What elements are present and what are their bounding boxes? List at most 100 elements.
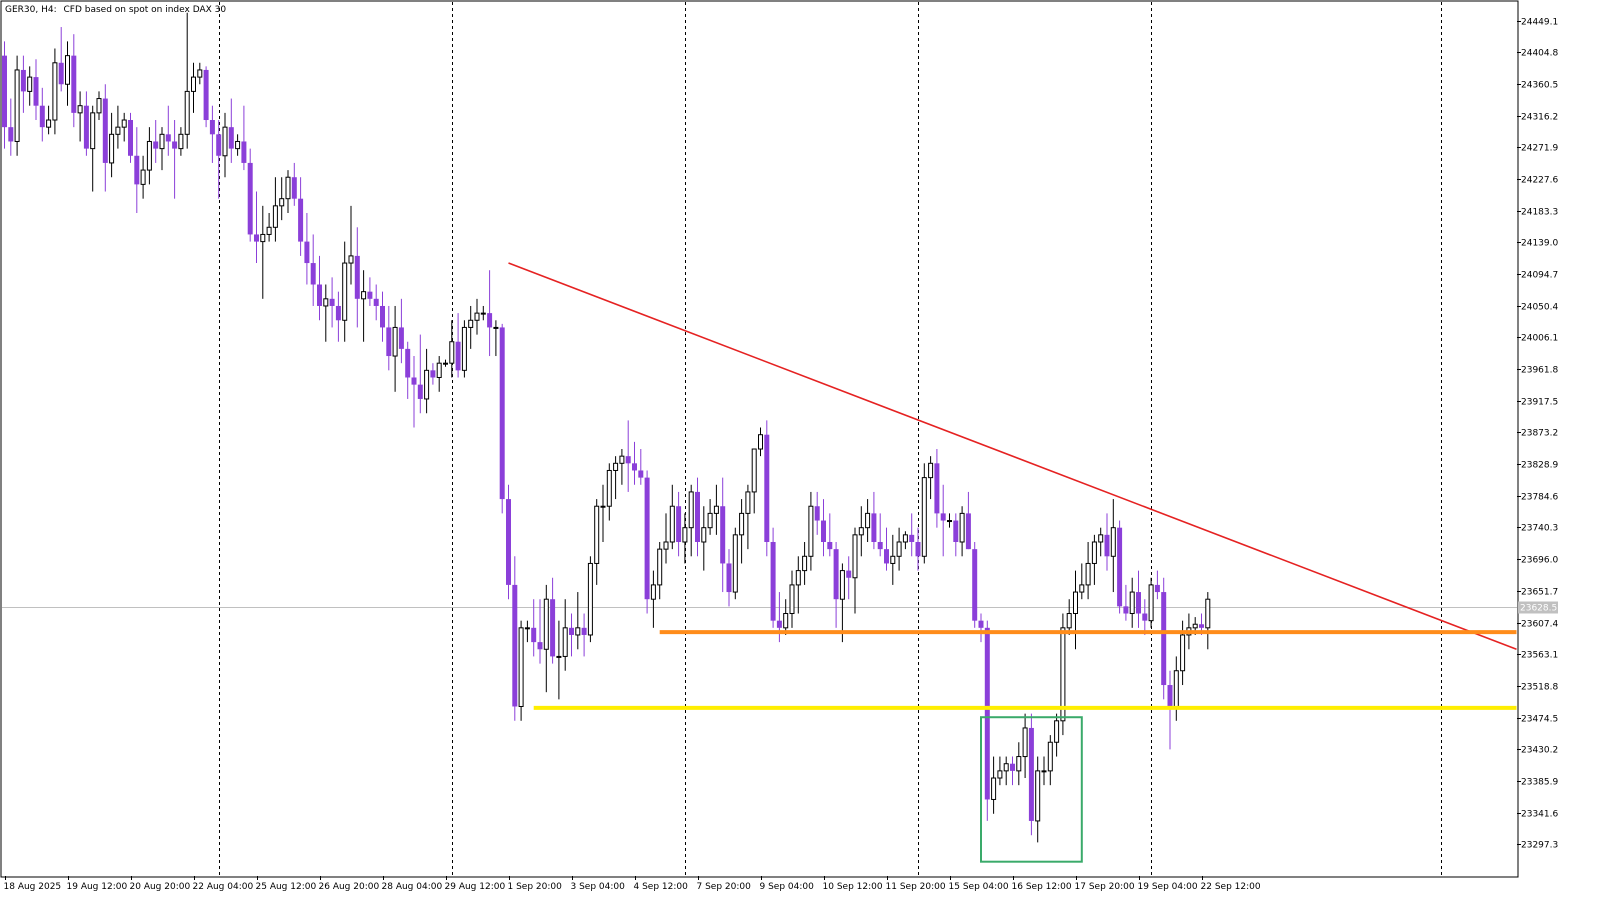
x-tick-label-9: 3 Sep 04:00 [571,882,626,892]
candle-135 [852,527,858,614]
y-tick-label-18: 23651.7 [1521,588,1558,598]
candle-body [235,140,241,150]
candle-127 [802,541,808,585]
candle-101 [638,449,644,485]
candle-body [1167,685,1173,707]
candle-body [669,505,675,543]
candle-69 [436,356,442,392]
candle-body [543,598,549,650]
candle-117 [739,499,745,564]
candle-185 [1167,670,1173,750]
candle-body [556,655,562,658]
candle-body [1054,720,1060,743]
candle-body [569,627,574,635]
candle-body [594,505,600,564]
candle-128 [808,491,814,571]
candle-5 [33,59,39,121]
candle-body [1199,624,1204,628]
candle-9 [58,27,64,92]
candle-body [518,627,524,707]
candle-body [96,98,102,114]
candle-88 [556,620,562,700]
candle-156 [984,620,990,821]
candle-body [884,549,889,564]
candle-body [638,470,644,478]
candle-body [531,627,537,643]
candle-body [128,120,133,156]
candle-body [279,198,285,207]
candle-34 [216,120,222,199]
candle-40 [254,191,259,264]
candle-151 [953,513,959,557]
candle-body [178,133,184,150]
candle-body [455,341,461,371]
candle-body [928,462,934,479]
candle-106 [669,484,675,550]
candle-body [380,305,385,328]
candle-182 [1148,577,1154,628]
candle-body [1010,763,1015,771]
candle-99 [625,420,631,492]
y-tick-label-8: 24094.7 [1521,271,1558,281]
candle-body [146,140,152,171]
candle-142 [896,527,902,571]
candle-17 [109,112,115,178]
candle-body [802,555,808,572]
candle-body [1022,727,1028,758]
candle-body [1060,627,1066,722]
candle-body [827,541,833,550]
time-axis[interactable]: 18 Aug 2025 19 Aug 12:00 20 Aug 20:00 22 Au… [4,876,1261,892]
candle-138 [871,491,877,550]
candle-55 [348,205,354,285]
candle-body [1129,591,1135,615]
x-tick-label-4: 25 Aug 12:00 [256,882,317,892]
price-tag-background [1518,601,1558,614]
candle-body [285,176,291,200]
candle-body [537,642,543,650]
candle-body [783,613,789,629]
y-tick-label-7: 24139.0 [1521,239,1558,249]
annotations[interactable] [508,262,1517,863]
candle-body [386,327,392,357]
candle-body [613,462,619,471]
candle-18 [115,105,121,149]
candle-body [1016,756,1022,772]
candle-115 [726,549,732,607]
candle-body [707,512,713,529]
highlight-box[interactable] [980,716,1083,863]
y-tick-label-13: 23873.2 [1521,429,1558,439]
candle-body [940,513,946,521]
candle-body [732,534,738,593]
candle-body [644,477,650,600]
y-tick-label-4: 24271.9 [1521,144,1558,154]
candle-body [720,506,726,564]
y-tick-label-24: 23385.9 [1521,778,1558,788]
candle-36 [228,98,234,163]
candle-175 [1104,513,1110,571]
x-tick-label-6: 28 Aug 04:00 [382,882,443,892]
candle-body [739,512,745,536]
candle-42 [266,212,272,242]
candle-body [317,284,322,306]
candle-body [354,255,360,299]
candle-158 [997,756,1003,786]
candle-91 [575,592,581,650]
descending-trendline[interactable] [508,262,1517,651]
candle-body [1161,592,1167,686]
candle-133 [839,563,845,643]
x-tick-label-19: 22 Sep 12:00 [1201,882,1261,892]
candle-body [90,112,96,150]
candle-body [1173,670,1179,707]
candle-57 [361,270,367,342]
candle-100 [632,441,637,485]
price-axis[interactable]: 24449.1 24404.8 24360.5 24316.2 24271.9 24227… [1517,18,1558,851]
candle-body [821,520,826,542]
candle-39 [247,148,253,242]
candle-50 [317,255,322,321]
x-tick-label-12: 9 Sep 04:00 [760,882,815,892]
candle-body [159,133,165,150]
candle-44 [279,177,285,221]
candle-body [46,119,52,128]
candle-148 [934,449,940,528]
